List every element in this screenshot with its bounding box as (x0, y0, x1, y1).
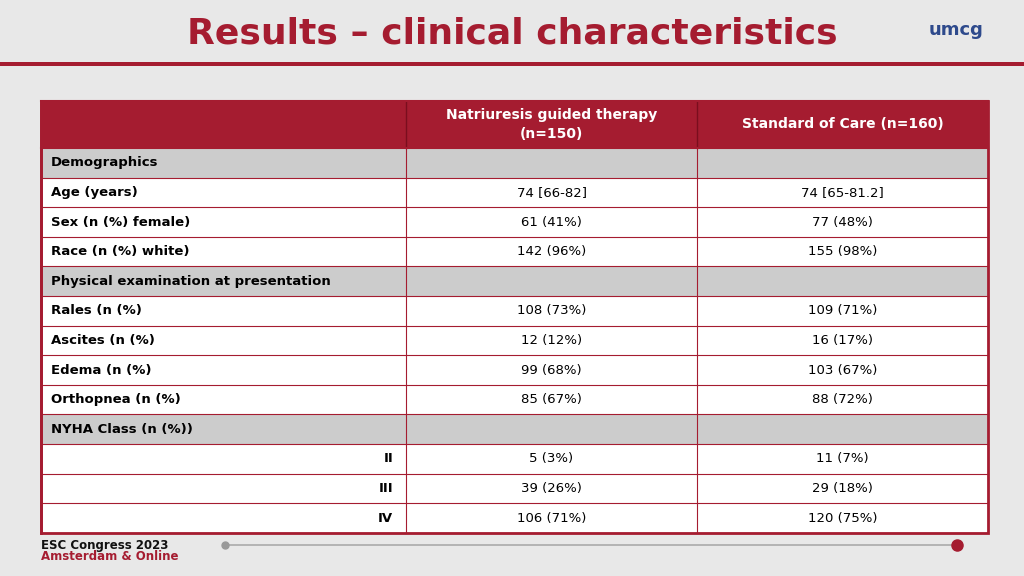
Bar (406, 101, 697, 148)
Text: Results – clinical characteristics: Results – clinical characteristics (186, 16, 838, 50)
Text: 120 (75%): 120 (75%) (808, 511, 878, 525)
Text: 5 (3%): 5 (3%) (529, 452, 573, 465)
Text: NYHA Class (n (%)): NYHA Class (n (%)) (51, 423, 194, 435)
Bar (41, 101, 406, 148)
Text: 39 (26%): 39 (26%) (521, 482, 582, 495)
Text: ESC Congress 2023: ESC Congress 2023 (41, 539, 168, 552)
Text: Age (years): Age (years) (51, 186, 138, 199)
Bar (41, 325, 988, 355)
Bar (41, 296, 988, 325)
Text: 103 (67%): 103 (67%) (808, 363, 878, 377)
Text: Orthopnea (n (%): Orthopnea (n (%) (51, 393, 181, 406)
Bar (41, 385, 988, 415)
Text: 29 (18%): 29 (18%) (812, 482, 873, 495)
Bar (41, 355, 988, 385)
Text: Rales (n (%): Rales (n (%) (51, 304, 142, 317)
Text: 11 (7%): 11 (7%) (816, 452, 869, 465)
Bar (41, 267, 988, 296)
Text: umcg: umcg (928, 21, 983, 39)
Text: Sex (n (%) female): Sex (n (%) female) (51, 215, 190, 229)
Text: 142 (96%): 142 (96%) (517, 245, 586, 258)
Text: Ascites (n (%): Ascites (n (%) (51, 334, 155, 347)
Text: 74 [65-81.2]: 74 [65-81.2] (802, 186, 884, 199)
Text: 85 (67%): 85 (67%) (521, 393, 582, 406)
Text: 88 (72%): 88 (72%) (812, 393, 873, 406)
Bar (41, 101, 988, 533)
Bar (41, 473, 988, 503)
Text: Natriuresis guided therapy
(n=150): Natriuresis guided therapy (n=150) (445, 108, 657, 141)
Text: IV: IV (378, 511, 393, 525)
Text: III: III (379, 482, 393, 495)
Text: 16 (17%): 16 (17%) (812, 334, 873, 347)
Text: Demographics: Demographics (51, 157, 159, 169)
Bar (41, 207, 988, 237)
Bar (41, 503, 988, 533)
Text: 77 (48%): 77 (48%) (812, 215, 873, 229)
Text: Physical examination at presentation: Physical examination at presentation (51, 275, 331, 288)
Bar (41, 237, 988, 267)
Text: 106 (71%): 106 (71%) (517, 511, 586, 525)
Bar (41, 178, 988, 207)
Text: II: II (384, 452, 393, 465)
Text: Race (n (%) white): Race (n (%) white) (51, 245, 189, 258)
Text: 109 (71%): 109 (71%) (808, 304, 878, 317)
Text: Amsterdam & Online: Amsterdam & Online (41, 551, 178, 563)
Text: 74 [66-82]: 74 [66-82] (516, 186, 587, 199)
Text: 12 (12%): 12 (12%) (521, 334, 582, 347)
Text: 108 (73%): 108 (73%) (517, 304, 586, 317)
Text: 61 (41%): 61 (41%) (521, 215, 582, 229)
Bar (0, 62, 1024, 66)
Text: Edema (n (%): Edema (n (%) (51, 363, 152, 377)
Text: 99 (68%): 99 (68%) (521, 363, 582, 377)
Bar (41, 148, 988, 178)
Text: 155 (98%): 155 (98%) (808, 245, 878, 258)
Bar (697, 101, 988, 148)
Text: Standard of Care (n=160): Standard of Care (n=160) (742, 118, 944, 131)
Bar (41, 444, 988, 473)
Bar (41, 415, 988, 444)
